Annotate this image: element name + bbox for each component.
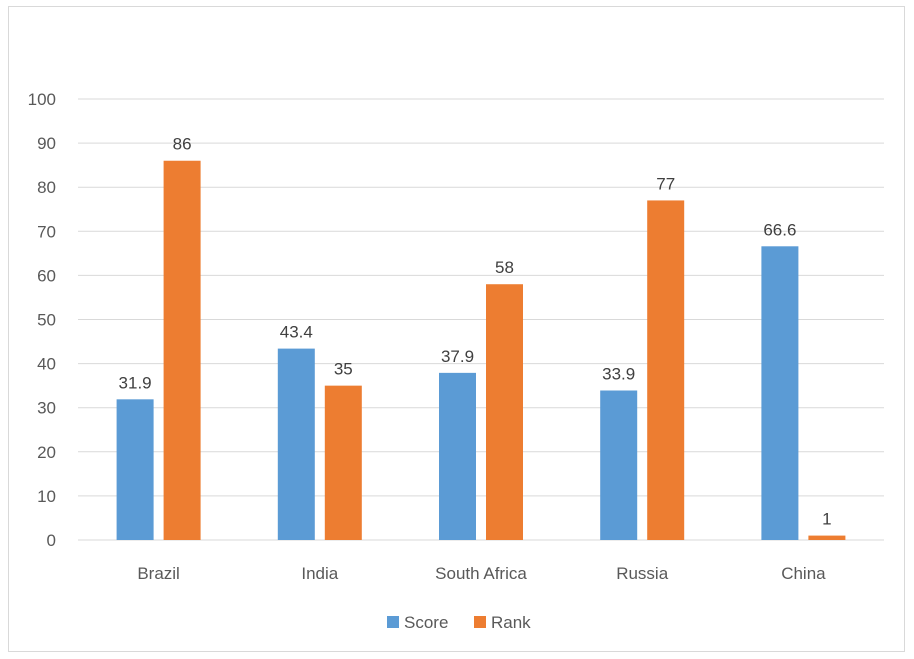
legend: Score Rank <box>387 613 531 632</box>
y-tick-label: 20 <box>37 443 56 462</box>
data-label-rank-china: 1 <box>822 510 831 529</box>
y-tick-label: 40 <box>37 355 56 374</box>
bar-rank-russia <box>647 200 685 540</box>
data-label-score-brazil: 31.9 <box>119 373 152 392</box>
y-tick-label: 30 <box>37 399 56 418</box>
chart-frame <box>8 6 905 652</box>
data-label-score-china: 66.6 <box>763 220 796 239</box>
y-tick-label: 80 <box>37 178 56 197</box>
data-labels: 31.9 86 43.4 35 37.9 58 33.9 77 66.6 1 <box>119 135 832 529</box>
y-tick-label: 50 <box>37 311 56 330</box>
bar-rank-india <box>324 385 362 540</box>
data-label-rank-brazil: 86 <box>173 135 192 154</box>
bar-score-south-africa <box>439 372 476 540</box>
bar-score-brazil <box>116 399 154 540</box>
bar-rank-south-africa <box>486 284 523 540</box>
legend-label-score: Score <box>404 613 448 632</box>
data-label-rank-india: 35 <box>334 360 353 379</box>
bar-rank-brazil <box>163 160 201 541</box>
category-label-india: India <box>301 564 338 583</box>
y-tick-label: 90 <box>37 134 56 153</box>
legend-swatch-rank <box>474 616 486 628</box>
legend-swatch-score <box>387 616 399 628</box>
bar-score-india <box>277 348 315 540</box>
category-label-brazil: Brazil <box>137 564 180 583</box>
bar-score-china <box>761 246 799 540</box>
data-label-score-india: 43.4 <box>280 323 313 342</box>
category-label-china: China <box>781 564 826 583</box>
bar-score-russia <box>600 390 638 540</box>
category-label-south-africa: South Africa <box>435 564 527 583</box>
data-label-score-russia: 33.9 <box>602 365 635 384</box>
data-label-score-south-africa: 37.9 <box>441 347 474 366</box>
gridlines <box>78 98 884 541</box>
legend-label-rank: Rank <box>491 613 531 632</box>
bars <box>116 160 846 541</box>
y-tick-label: 60 <box>37 266 56 285</box>
bar-rank-china <box>808 535 846 540</box>
x-axis-categories: Brazil India South Africa Russia China <box>137 564 826 583</box>
y-tick-label: 10 <box>37 487 56 506</box>
y-axis-ticks: 0 10 20 30 40 50 60 70 80 90 100 <box>28 90 56 550</box>
data-label-rank-russia: 77 <box>656 174 675 193</box>
y-tick-label: 100 <box>28 90 56 109</box>
y-tick-label: 0 <box>47 531 56 550</box>
y-tick-label: 70 <box>37 222 56 241</box>
data-label-rank-south-africa: 58 <box>495 258 514 277</box>
category-label-russia: Russia <box>616 564 669 583</box>
